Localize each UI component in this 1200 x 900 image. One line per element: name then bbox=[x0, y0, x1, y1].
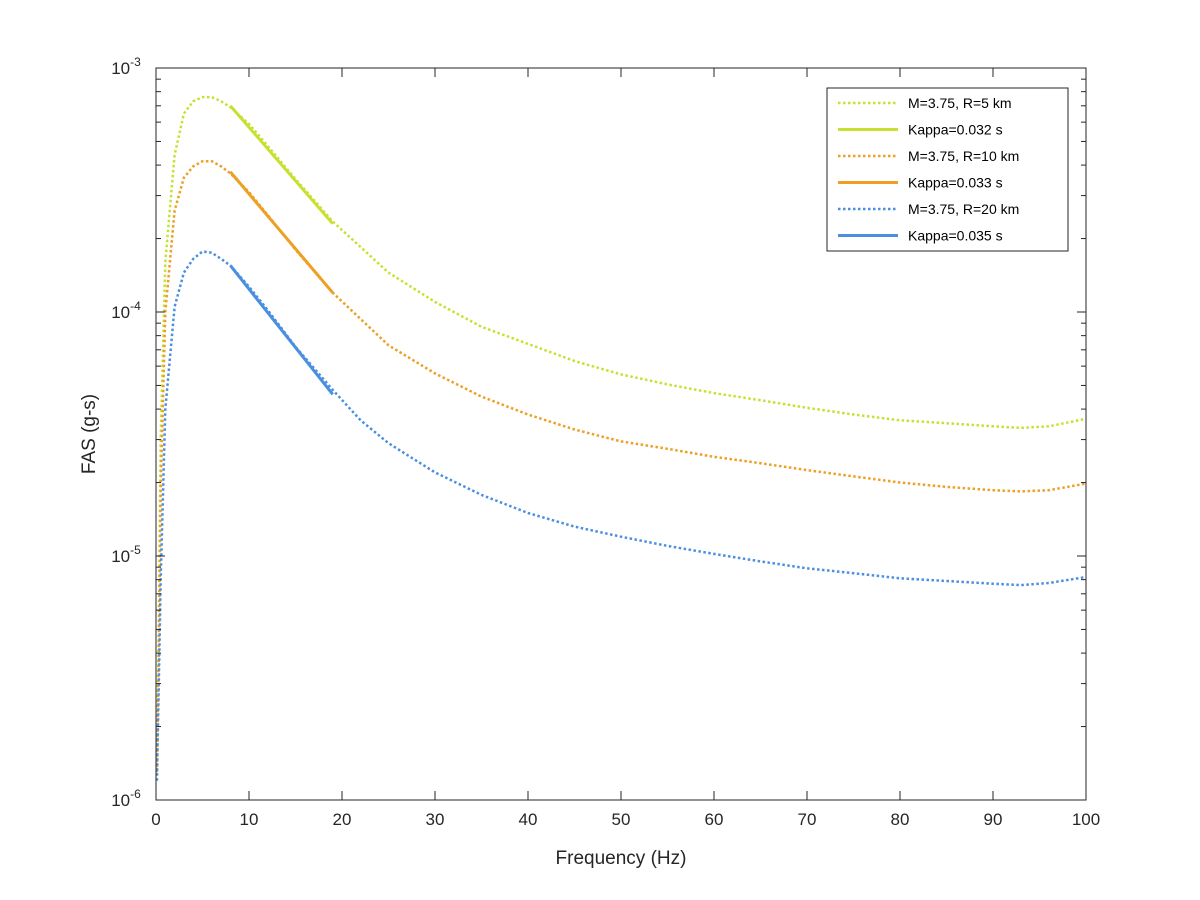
legend-box bbox=[826, 87, 1069, 252]
x-tick-label: 50 bbox=[612, 810, 631, 829]
legend-label: M=3.75, R=5 km bbox=[908, 95, 1012, 111]
series-layer bbox=[156, 95, 1086, 781]
y-tick-label: 10-6 bbox=[111, 787, 141, 810]
legend: M=3.75, R=5 km Kappa=0.032 s M=3.75, R=10 … bbox=[826, 87, 1069, 252]
y-axis-ticks: 10-6 10-5 10-4 10-3 bbox=[111, 55, 1086, 810]
x-tick-label: 70 bbox=[798, 810, 817, 829]
y-tick-label: 10-4 bbox=[111, 299, 141, 322]
x-tick-label: 90 bbox=[984, 810, 1003, 829]
legend-label: M=3.75, R=10 km bbox=[908, 148, 1019, 164]
legend-label: Kappa=0.035 s bbox=[908, 228, 1003, 244]
x-tick-label: 60 bbox=[705, 810, 724, 829]
y-tick-label: 10-3 bbox=[111, 55, 141, 78]
x-axis-label: Frequency (Hz) bbox=[556, 848, 687, 869]
x-tick-label: 40 bbox=[519, 810, 538, 829]
x-tick-label: 80 bbox=[891, 810, 910, 829]
series-line-1 bbox=[156, 95, 1086, 758]
x-axis-ticks: 0 10 20 30 40 50 60 70 80 90 100 bbox=[151, 68, 1100, 829]
x-tick-label: 100 bbox=[1072, 810, 1100, 829]
series-line-6 bbox=[229, 264, 334, 396]
x-tick-label: 20 bbox=[333, 810, 352, 829]
x-tick-label: 30 bbox=[426, 810, 445, 829]
legend-label: M=3.75, R=20 km bbox=[908, 201, 1019, 217]
x-tick-label: 10 bbox=[240, 810, 259, 829]
series-line-2 bbox=[229, 104, 334, 225]
legend-label: Kappa=0.032 s bbox=[908, 122, 1003, 138]
x-tick-label: 0 bbox=[151, 810, 160, 829]
series-line-5 bbox=[156, 250, 1086, 781]
y-axis-label: FAS (g-s) bbox=[79, 394, 100, 474]
y-axis-minor-ticks bbox=[156, 78, 1086, 728]
legend-label: Kappa=0.033 s bbox=[908, 175, 1003, 191]
y-tick-label: 10-5 bbox=[111, 543, 141, 566]
series-line-4 bbox=[229, 170, 334, 294]
